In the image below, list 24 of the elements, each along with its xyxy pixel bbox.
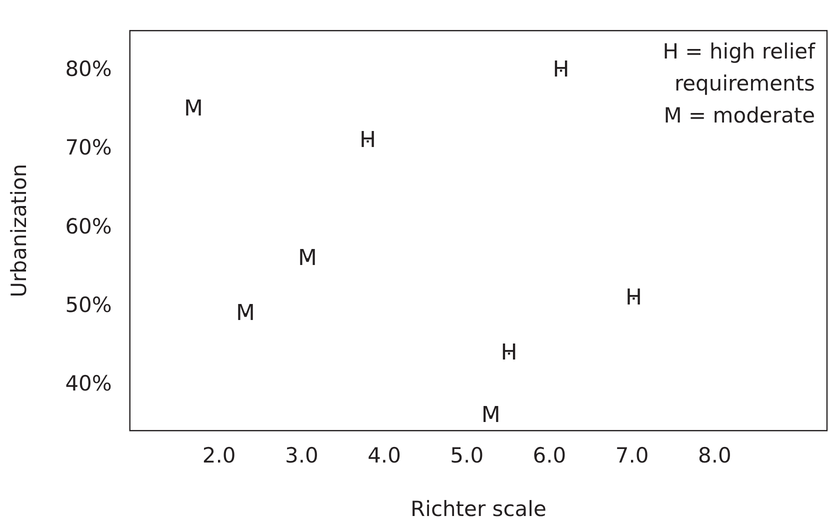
x-tick-label: 4.0 — [368, 444, 401, 468]
y-tick-label: 40% — [65, 371, 112, 396]
x-tick-label: 7.0 — [615, 444, 649, 468]
y-tick-label: 70% — [65, 136, 112, 160]
text: M — [236, 301, 256, 326]
x-tick-label: 2.0 — [202, 444, 236, 468]
annotation: M = moderate — [664, 104, 815, 128]
text: H — [500, 340, 518, 366]
series-label: M — [298, 246, 317, 271]
x-tick-label: 8.0 — [698, 444, 732, 468]
y-tick-label: 60% — [65, 214, 112, 238]
text: H — [359, 128, 376, 154]
text: M — [184, 96, 203, 122]
x-tick-label: 5.0 — [450, 444, 484, 468]
annotation: H = high relief requirements — [662, 40, 816, 96]
series-label: H — [552, 57, 570, 82]
x-axis-title: Richter scale — [410, 496, 546, 521]
x-tick-label: 6.0 — [532, 444, 566, 468]
y-tick-label: 80% — [65, 57, 112, 82]
text: M — [481, 403, 500, 428]
y-axis-title: Urbanization — [7, 164, 32, 298]
x-tick-label: 3.0 — [284, 444, 318, 468]
y-tick-label: 50% — [65, 292, 112, 317]
text: H — [625, 285, 642, 310]
